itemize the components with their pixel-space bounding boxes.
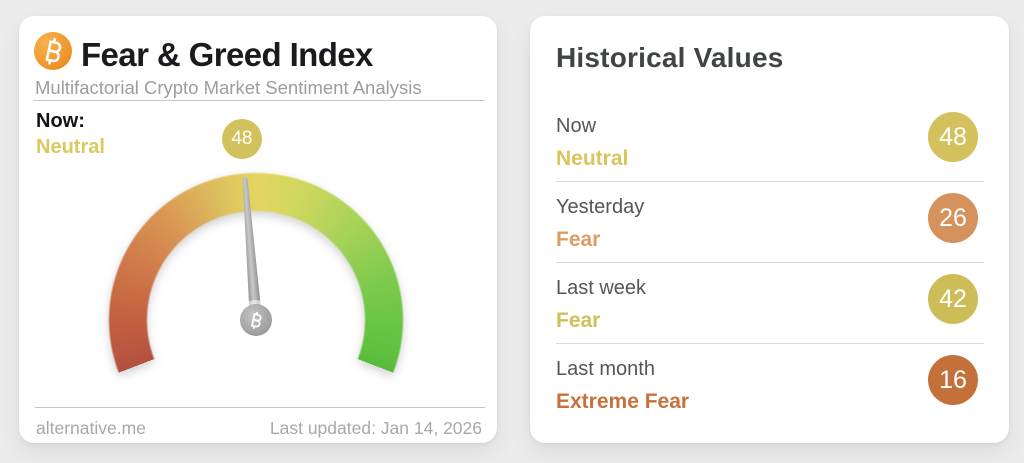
history-row-last-month: Last month Extreme Fear 16 xyxy=(556,355,984,424)
row-sentiment: Fear xyxy=(556,309,601,332)
row-label: Last week xyxy=(556,277,647,299)
bitcoin-hub-icon xyxy=(251,311,262,330)
history-row-yesterday: Yesterday Fear 26 xyxy=(556,193,984,263)
row-sentiment: Fear xyxy=(556,228,601,251)
sentiment-gauge: 48 xyxy=(108,118,404,463)
row-value-badge: 16 xyxy=(928,355,978,405)
row-label: Now xyxy=(556,115,597,137)
row-sentiment: Neutral xyxy=(556,147,629,170)
needle-pointer xyxy=(242,177,263,323)
row-value-badge: 48 xyxy=(928,112,978,162)
row-value-badge: 42 xyxy=(928,274,978,324)
row-label: Yesterday xyxy=(556,196,645,218)
fear-greed-card: Fear & Greed Index Multifactorial Crypto… xyxy=(19,16,497,463)
row-value-badge: 26 xyxy=(928,193,978,243)
historical-title: Historical Values xyxy=(556,42,784,73)
source-link[interactable]: alternative.me xyxy=(36,418,146,438)
row-sentiment: Extreme Fear xyxy=(556,390,690,413)
bitcoin-glyph xyxy=(45,38,62,65)
history-row-last-week: Last week Fear 42 xyxy=(556,274,984,344)
footer-divider xyxy=(35,407,485,408)
now-label: Now: xyxy=(36,110,85,132)
page-title: Fear & Greed Index xyxy=(81,36,373,73)
bitcoin-icon xyxy=(34,32,72,70)
historical-rows: Now Neutral 48 Yesterday Fear 26 Last we… xyxy=(556,112,984,424)
now-sentiment: Neutral xyxy=(36,136,105,158)
last-updated: Last updated: Jan 14, 2026 xyxy=(269,418,482,438)
gauge-needle xyxy=(236,177,276,340)
gauge-value-badge: 48 xyxy=(221,118,262,159)
header-divider xyxy=(33,100,485,101)
subtitle: Multifactorial Crypto Market Sentiment A… xyxy=(35,77,422,98)
historical-values-card: Historical Values Now Neutral 48 Yesterd… xyxy=(530,16,1009,443)
row-label: Last month xyxy=(556,358,655,380)
history-row-now: Now Neutral 48 xyxy=(556,112,984,182)
